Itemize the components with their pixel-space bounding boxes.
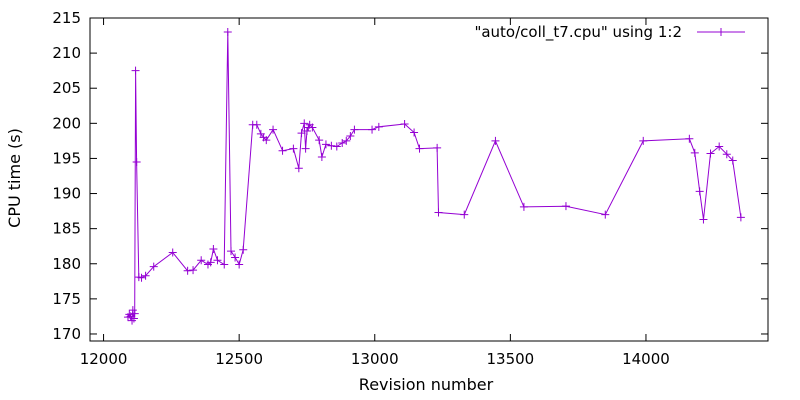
y-tick-label: 170 (52, 325, 81, 343)
data-point (706, 149, 715, 158)
data-point (130, 309, 139, 318)
plot-frame (89, 17, 769, 342)
data-point (301, 144, 310, 153)
x-axis-label: Revision number (359, 375, 494, 394)
y-tick-label: 190 (52, 185, 81, 203)
data-point (297, 129, 306, 138)
data-point (197, 256, 206, 265)
data-point (639, 136, 648, 145)
data-point (128, 316, 137, 325)
data-point (302, 127, 311, 136)
data-point (289, 144, 298, 153)
y-tick-label: 205 (52, 79, 81, 97)
data-point (327, 141, 336, 150)
legend-marker-sample (717, 28, 725, 36)
data-point (206, 258, 215, 267)
data-point (183, 266, 192, 275)
data-point (728, 156, 737, 165)
data-point (491, 136, 500, 145)
x-tick-label: 13000 (351, 350, 399, 368)
y-tick-label: 180 (52, 255, 81, 273)
data-point (410, 128, 419, 137)
data-point (129, 314, 138, 323)
data-point (561, 202, 570, 211)
data-point (332, 142, 341, 151)
axes-layer: 12000 12500 13000 13500 14000 170 175 180 185 190… (52, 9, 769, 368)
x-tick-label: 12000 (80, 350, 128, 368)
data-point (308, 123, 317, 132)
data-point (137, 273, 146, 282)
data-point (685, 134, 694, 143)
data-point (338, 138, 347, 147)
y-tick-label: 215 (52, 9, 81, 27)
data-point (434, 208, 443, 217)
data-point (131, 66, 140, 75)
x-tick-label: 12500 (215, 350, 263, 368)
data-point (141, 271, 150, 280)
data-point (189, 266, 198, 275)
legend-label: "auto/coll_t7.cpu" using 1:2 (474, 23, 682, 42)
y-tick-label: 210 (52, 44, 81, 62)
data-point (252, 120, 261, 129)
data-point (300, 119, 309, 128)
data-point (125, 310, 134, 319)
data-point (690, 148, 699, 157)
data-point (400, 120, 409, 129)
series-layer (123, 28, 745, 325)
data-point (342, 136, 351, 145)
data-point (220, 260, 229, 269)
data-point (736, 213, 745, 222)
x-tick-label: 14000 (622, 350, 670, 368)
y-tick-label: 185 (52, 220, 81, 238)
y-tick-label: 175 (52, 290, 81, 308)
data-point (350, 125, 359, 134)
data-point (317, 153, 326, 162)
data-point (722, 150, 731, 159)
data-point (132, 157, 141, 166)
data-point (269, 125, 278, 134)
data-point (601, 210, 610, 219)
data-point (699, 215, 708, 224)
data-point (126, 312, 135, 321)
data-point (278, 146, 287, 155)
data-point (433, 143, 442, 152)
data-point (223, 28, 232, 37)
data-point (209, 245, 218, 254)
data-point (149, 262, 158, 271)
x-tick-label: 13500 (487, 350, 535, 368)
series-line (127, 31, 742, 321)
data-point (227, 247, 236, 256)
data-point (368, 125, 377, 134)
data-point (519, 202, 528, 211)
data-point (315, 136, 324, 145)
data-point (460, 210, 469, 219)
data-point (128, 306, 137, 315)
data-point (294, 164, 303, 173)
data-point (346, 131, 355, 140)
data-point (235, 260, 244, 269)
data-point (415, 144, 424, 153)
data-point (213, 256, 222, 265)
data-point (695, 187, 704, 196)
data-point (168, 248, 177, 257)
data-point (239, 245, 248, 254)
data-point (231, 253, 240, 262)
y-tick-label: 195 (52, 149, 81, 167)
data-point (715, 142, 724, 151)
legend: "auto/coll_t7.cpu" using 1:2 (474, 23, 745, 42)
y-axis-label: CPU time (s) (5, 128, 24, 228)
data-point (374, 122, 383, 131)
data-point (321, 140, 330, 149)
data-point (262, 136, 271, 145)
y-tick-label: 200 (52, 114, 81, 132)
